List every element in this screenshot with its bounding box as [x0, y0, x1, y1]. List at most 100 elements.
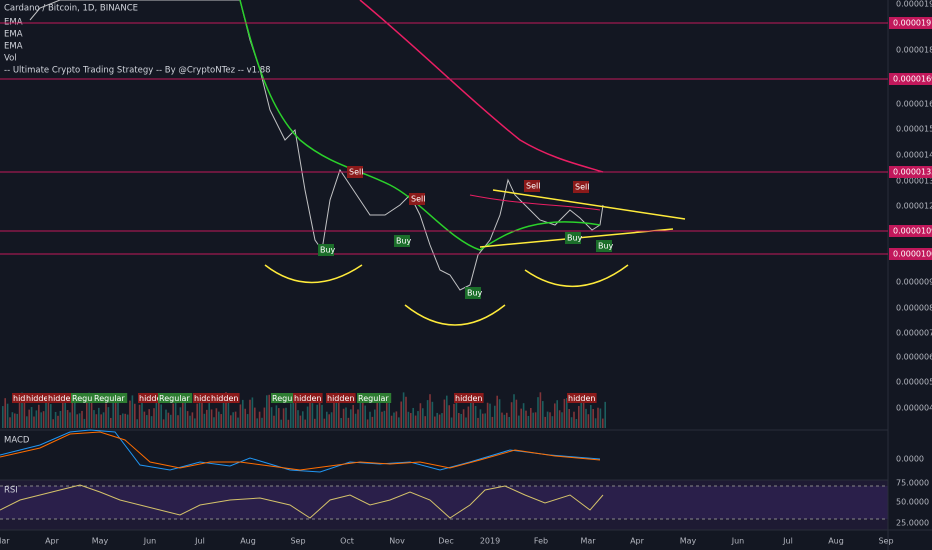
time-label: Aug	[240, 537, 256, 546]
volume-bar	[141, 402, 143, 428]
volume-bar	[35, 410, 38, 428]
volume-bar	[174, 402, 177, 428]
signal-label: Buy	[320, 246, 336, 255]
volume-bar	[124, 413, 126, 428]
ema-slow	[359, 0, 604, 173]
divergence-tag	[567, 393, 597, 403]
ema-fast	[239, 0, 601, 251]
volume-bar	[90, 395, 93, 428]
level-tag	[889, 17, 932, 29]
time-label: Jul	[782, 537, 793, 546]
volume-bar	[333, 397, 335, 428]
signal-tag	[524, 180, 540, 192]
indicator: EMA	[4, 30, 23, 40]
volume-bar	[347, 417, 350, 428]
volume-bar	[189, 415, 191, 428]
volume-bar	[249, 399, 251, 428]
volume-bar	[448, 405, 450, 428]
volume-bar	[287, 419, 290, 428]
volume-bar	[62, 398, 64, 428]
volume-bar	[270, 407, 273, 428]
volume-bar	[213, 417, 215, 428]
signal-label: Buy	[467, 289, 483, 298]
volume-bar	[592, 408, 594, 428]
volume-bar	[482, 413, 484, 428]
signal-tag	[573, 181, 589, 193]
volume-bar	[59, 410, 62, 428]
time-label: Apr	[630, 537, 645, 546]
volume-bar	[215, 408, 218, 428]
time-label: Sep	[878, 537, 893, 546]
volume-bar	[256, 418, 258, 428]
volume-bar	[446, 395, 448, 428]
volume-bar	[508, 417, 510, 428]
volume-bar	[33, 416, 35, 428]
volume-bar	[436, 412, 438, 428]
rsi-band	[0, 486, 888, 519]
volume-bar	[167, 412, 170, 428]
volume-bar	[484, 413, 486, 428]
volume-bar	[330, 412, 333, 428]
volume-bar	[131, 395, 134, 428]
volume-bar	[208, 403, 210, 428]
volume-bar	[314, 418, 316, 428]
volume-bar	[81, 410, 83, 428]
volume-bar	[393, 412, 395, 428]
volume-bar	[40, 412, 42, 428]
divergence-label: Regular	[94, 394, 125, 403]
level-tag	[889, 166, 932, 178]
volume-bar	[465, 417, 467, 428]
volume-bar	[359, 395, 362, 428]
divergence-tag	[93, 393, 128, 403]
rsi-axis-label: 25.0000	[896, 519, 929, 528]
volume-bar	[170, 414, 172, 428]
volume-bar	[282, 408, 285, 428]
volume-bar	[290, 403, 292, 428]
divergence-label: Regular	[72, 394, 103, 403]
volume-bar	[575, 419, 578, 428]
volume-bar	[594, 418, 597, 428]
volume-bar	[162, 419, 165, 428]
volume-bar	[590, 405, 592, 428]
volume-bar	[50, 404, 52, 428]
volume-bar	[268, 394, 270, 428]
volume-bar	[585, 408, 587, 428]
volume-bar	[117, 400, 119, 428]
volume-bar	[386, 400, 388, 428]
volume-bar	[453, 403, 455, 428]
divergence-tag	[271, 393, 306, 403]
divergence-tag	[357, 393, 392, 403]
volume-bar	[366, 419, 369, 428]
volume-bar	[206, 409, 208, 428]
level-label: 0.00001097	[893, 227, 932, 236]
volume-bar	[4, 398, 6, 428]
volume-bar	[328, 414, 330, 428]
volume-bar	[407, 411, 410, 428]
signal-tag	[465, 287, 481, 299]
volume-bar	[494, 405, 496, 428]
volume-bar	[501, 412, 503, 428]
volume-bar	[455, 402, 458, 428]
volume-bar	[525, 410, 527, 428]
volume-bar	[158, 393, 160, 428]
volume-bar	[388, 403, 390, 428]
volume-bar	[246, 414, 249, 428]
volume-bar	[602, 418, 604, 428]
volume-bar	[172, 403, 174, 428]
divergence-label: hidden	[327, 394, 354, 403]
volume-bar	[30, 407, 33, 428]
volume-bar	[83, 418, 86, 428]
volume-bar	[369, 411, 371, 428]
head-arc	[404, 304, 506, 326]
time-label: Mar	[0, 537, 10, 546]
volume-bar	[503, 414, 506, 428]
time-label: Jul	[194, 537, 205, 546]
volume-bar	[2, 406, 4, 428]
volume-bar	[38, 404, 40, 428]
volume-bar	[134, 403, 136, 428]
rsi-axis-label: 75.0000	[896, 479, 929, 488]
volume-bar	[98, 407, 100, 428]
time-label: Oct	[340, 537, 354, 546]
volume-bar	[558, 410, 561, 428]
